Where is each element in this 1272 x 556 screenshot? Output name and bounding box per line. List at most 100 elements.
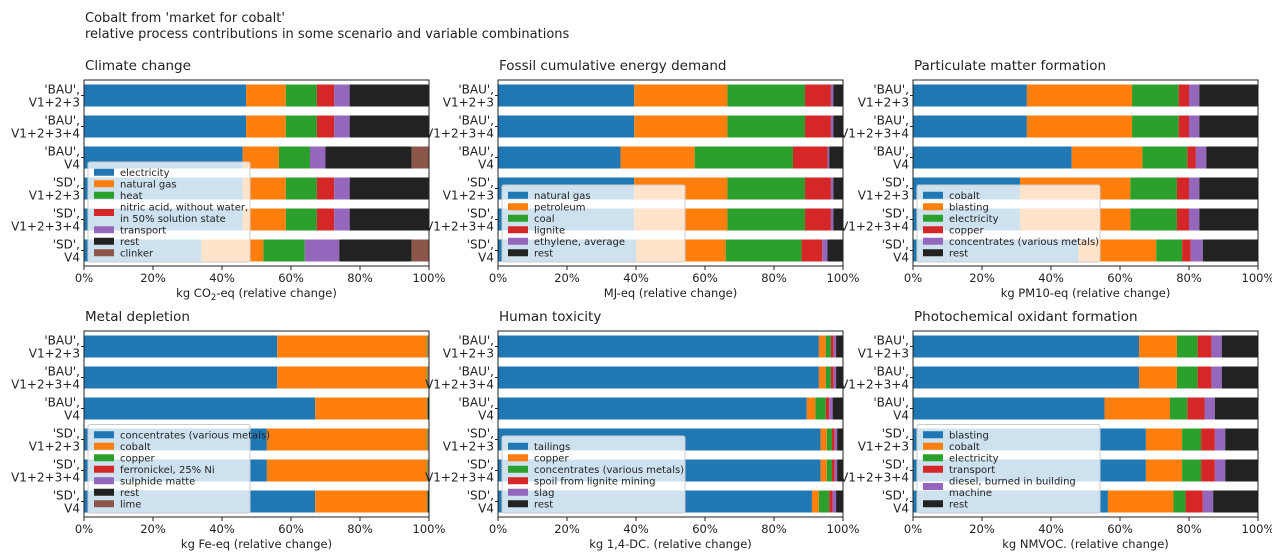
bar-segment-spoil-from-lignite-mining — [830, 366, 834, 389]
x-tick-label: 40% — [1038, 271, 1064, 285]
legend-label: rest — [949, 500, 968, 511]
bar-segment-natural-gas — [246, 84, 286, 107]
x-tick-label: 0% — [904, 271, 922, 285]
bar-segment-electricity — [84, 84, 247, 107]
panel-title: Metal depletion — [85, 309, 190, 325]
category-label: 'BAU', — [458, 83, 494, 97]
category-label: V1+2+3+4 — [11, 471, 80, 485]
bar-segment-rest — [1199, 115, 1258, 138]
bar-segment-natural-gas — [246, 115, 286, 138]
legend-swatch-spoil-from-lignite-mining — [508, 477, 528, 485]
bar-segment-coal — [727, 208, 806, 231]
category-label: V4 — [478, 502, 494, 516]
x-tick-label: 20% — [554, 271, 580, 285]
legend-label: rest — [534, 249, 553, 260]
category-label: 'SD', — [882, 238, 909, 252]
bar-segment-rest — [339, 239, 412, 262]
bar-segment-copper — [818, 335, 826, 358]
legend-label: in 50% solution state — [120, 214, 226, 225]
bar-segment-rest — [833, 115, 843, 138]
panel-title: Human toxicity — [499, 309, 601, 325]
bar-segment-ethylene-average — [830, 208, 834, 231]
bar-segment-copper — [820, 428, 827, 451]
bar-segment-copper — [820, 459, 827, 482]
bar-segment-lignite — [805, 177, 831, 200]
bar-segment-rest — [833, 208, 843, 231]
bar-segment-concentrates-various-metals — [1189, 84, 1200, 107]
category-label: 'SD', — [467, 458, 494, 472]
chart-panel-human-toxicity: Human toxicity'BAU',V1+2+3'BAU',V1+2+3+4… — [425, 309, 859, 551]
bar-segment-transport — [1197, 366, 1212, 389]
x-tick-label: 60% — [278, 522, 304, 536]
bar-segment-electricity — [1176, 335, 1198, 358]
panel-title: Photochemical oxidant formation — [914, 309, 1138, 325]
bar-segment-clinker — [411, 146, 429, 169]
bar-segment-electricity — [1182, 428, 1202, 451]
bar-segment-lignite — [805, 115, 831, 138]
bar-segment-tailings — [498, 366, 819, 389]
category-label: 'BAU', — [873, 114, 909, 128]
x-axis-label: kg Fe-eq (relative change) — [181, 537, 332, 551]
bar-segment-rest — [1225, 428, 1258, 451]
legend-label: sulphide matte — [120, 477, 195, 488]
x-tick-label: 100% — [827, 271, 860, 285]
bar-segment-cobalt — [913, 146, 1072, 169]
legend-label: ethylene, average — [534, 237, 625, 248]
bar-segment-transport — [334, 208, 350, 231]
category-label: V1+2+3+4 — [840, 471, 909, 485]
bar-segment-cobalt — [913, 84, 1027, 107]
category-label: 'SD', — [53, 207, 80, 221]
bar-segment-rest — [1206, 146, 1258, 169]
bar-segment-tailings — [498, 397, 807, 420]
legend-swatch-clinker — [94, 249, 114, 257]
category-label: V4 — [478, 409, 494, 423]
bar-segment-spoil-from-lignite-mining — [830, 335, 834, 358]
bar-segment-concentrates-various-metals — [826, 459, 832, 482]
bar-segment-electricity — [1132, 84, 1179, 107]
axes-frame — [912, 330, 1259, 518]
bar-segment-cobalt — [315, 397, 428, 420]
category-label: V4 — [893, 158, 909, 172]
bar-segment-rest — [833, 84, 843, 107]
bar-segment-slag — [829, 397, 833, 420]
category-label: 'BAU', — [458, 365, 494, 379]
legend-swatch-blasting — [923, 431, 943, 439]
bar-segment-cobalt — [277, 366, 428, 389]
bar-segment-rest — [1214, 397, 1258, 420]
category-label: V1+2+3 — [858, 347, 909, 361]
legend-label: cobalt — [120, 442, 151, 453]
x-tick-label: 60% — [1107, 271, 1133, 285]
category-label: V1+2+3+4 — [11, 220, 80, 234]
bar-segment-transport — [334, 84, 350, 107]
axes-frame — [497, 330, 844, 518]
bar-segment-ethylene-average — [827, 146, 830, 169]
category-label: V4 — [64, 158, 80, 172]
bar-segment-rest — [1221, 335, 1258, 358]
bar-segment-electricity — [1142, 146, 1188, 169]
chart-panel-fossil-cumulative-energy-demand: Fossil cumulative energy demand'BAU',V1+… — [425, 58, 859, 300]
bar-segment-rest — [1199, 84, 1258, 107]
legend-label: petroleum — [534, 203, 585, 214]
bar-segment-transport — [1201, 459, 1215, 482]
bar-segment-concentrates-various-metals — [1189, 208, 1200, 231]
bar-segment-copper — [818, 366, 826, 389]
bar-segment-nitric-acid-without-water — [316, 115, 335, 138]
category-label: 'SD', — [53, 176, 80, 190]
legend-label: natural gas — [120, 180, 177, 191]
x-tick-label: 80% — [1176, 522, 1202, 536]
x-axis-label: MJ-eq (relative change) — [604, 286, 737, 300]
legend-label: nitric acid, without water, — [120, 203, 248, 214]
legend-swatch-copper — [508, 454, 528, 462]
bar-segment-electricity — [1176, 366, 1198, 389]
legend-label: slag — [534, 488, 554, 499]
category-label: 'BAU', — [873, 83, 909, 97]
category-label: V4 — [478, 251, 494, 265]
category-label: V4 — [478, 158, 494, 172]
bar-segment-natural-gas — [498, 115, 635, 138]
category-label: 'SD', — [882, 427, 909, 441]
legend-swatch-concentrates-various-metals — [508, 465, 528, 473]
category-label: 'BAU', — [44, 365, 80, 379]
category-label: 'SD', — [467, 427, 494, 441]
bar-segment-petroleum — [634, 84, 728, 107]
